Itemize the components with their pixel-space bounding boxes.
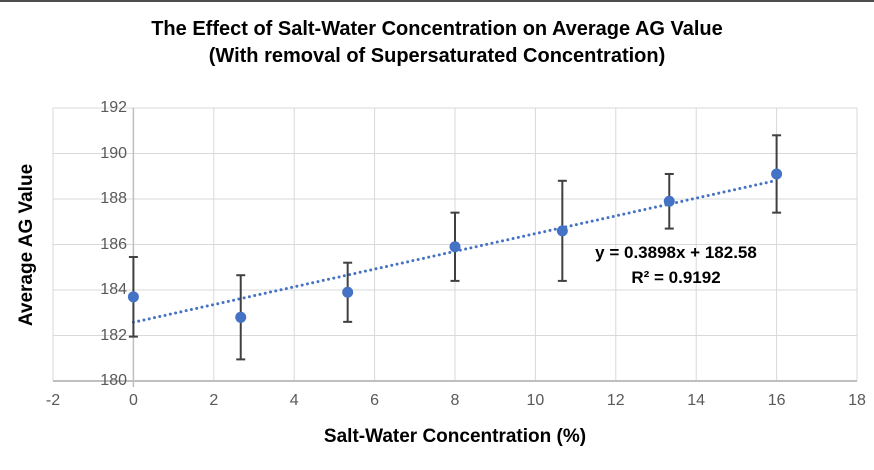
data-point-marker (556, 225, 568, 237)
y-tick-label: 192 (100, 99, 127, 116)
x-tick-label: 10 (526, 392, 545, 409)
x-tick-label: 0 (128, 392, 138, 409)
trendline-equation: y = 0.3898x + 182.58 R² = 0.9192 (551, 240, 801, 290)
x-tick-label: 18 (848, 392, 866, 409)
chart-title-line1: The Effect of Salt-Water Concentration o… (151, 18, 723, 40)
x-tick-label: 16 (767, 392, 786, 409)
x-tick-label: 12 (606, 392, 625, 409)
x-tick-label: -2 (45, 392, 61, 409)
data-point-marker (127, 291, 139, 303)
x-tick-label: 6 (370, 392, 380, 409)
top-border-line (0, 0, 874, 2)
data-point-marker (449, 241, 461, 253)
data-point-marker (771, 168, 783, 180)
data-point-marker (663, 195, 675, 207)
y-tick-label: 190 (100, 144, 127, 162)
y-tick-label: 182 (100, 326, 127, 344)
y-tick-label: 188 (100, 190, 127, 207)
x-tick-label: 8 (450, 392, 460, 409)
y-axis-title: Average AG Value (16, 163, 37, 327)
x-tick-label: 14 (687, 392, 706, 409)
y-tick-label: 184 (100, 281, 127, 298)
chart-title-line2: (With removal of Supersaturated Concentr… (208, 45, 666, 67)
x-tick-label: 2 (209, 392, 219, 409)
trendline-equation-line: y = 0.3898x + 182.58 (595, 243, 757, 262)
x-tick-label: 4 (289, 392, 299, 409)
trendline-r-squared: R² = 0.9192 (631, 268, 721, 287)
chart-title: The Effect of Salt-Water Concentration o… (0, 16, 874, 70)
data-point-marker (342, 286, 354, 298)
y-tick-label: 186 (100, 235, 127, 253)
x-axis-title: Salt-Water Concentration (%) (323, 426, 587, 447)
data-point-marker (235, 311, 247, 323)
y-tick-label: 180 (100, 372, 127, 389)
